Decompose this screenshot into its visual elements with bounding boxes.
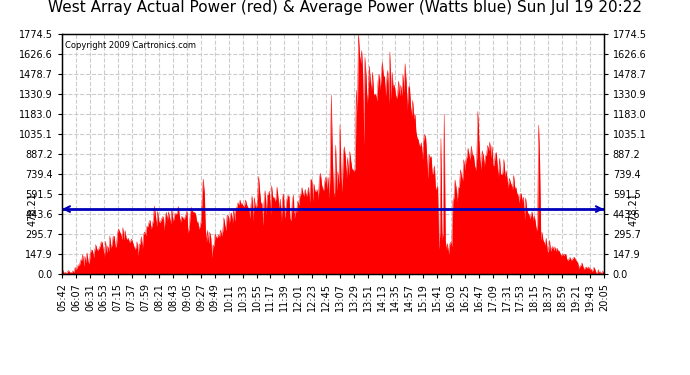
Text: Copyright 2009 Cartronics.com: Copyright 2009 Cartronics.com bbox=[65, 41, 196, 50]
Text: West Array Actual Power (red) & Average Power (Watts blue) Sun Jul 19 20:22: West Array Actual Power (red) & Average … bbox=[48, 0, 642, 15]
Text: 478.21: 478.21 bbox=[28, 192, 37, 226]
Text: 478.21: 478.21 bbox=[629, 192, 638, 226]
